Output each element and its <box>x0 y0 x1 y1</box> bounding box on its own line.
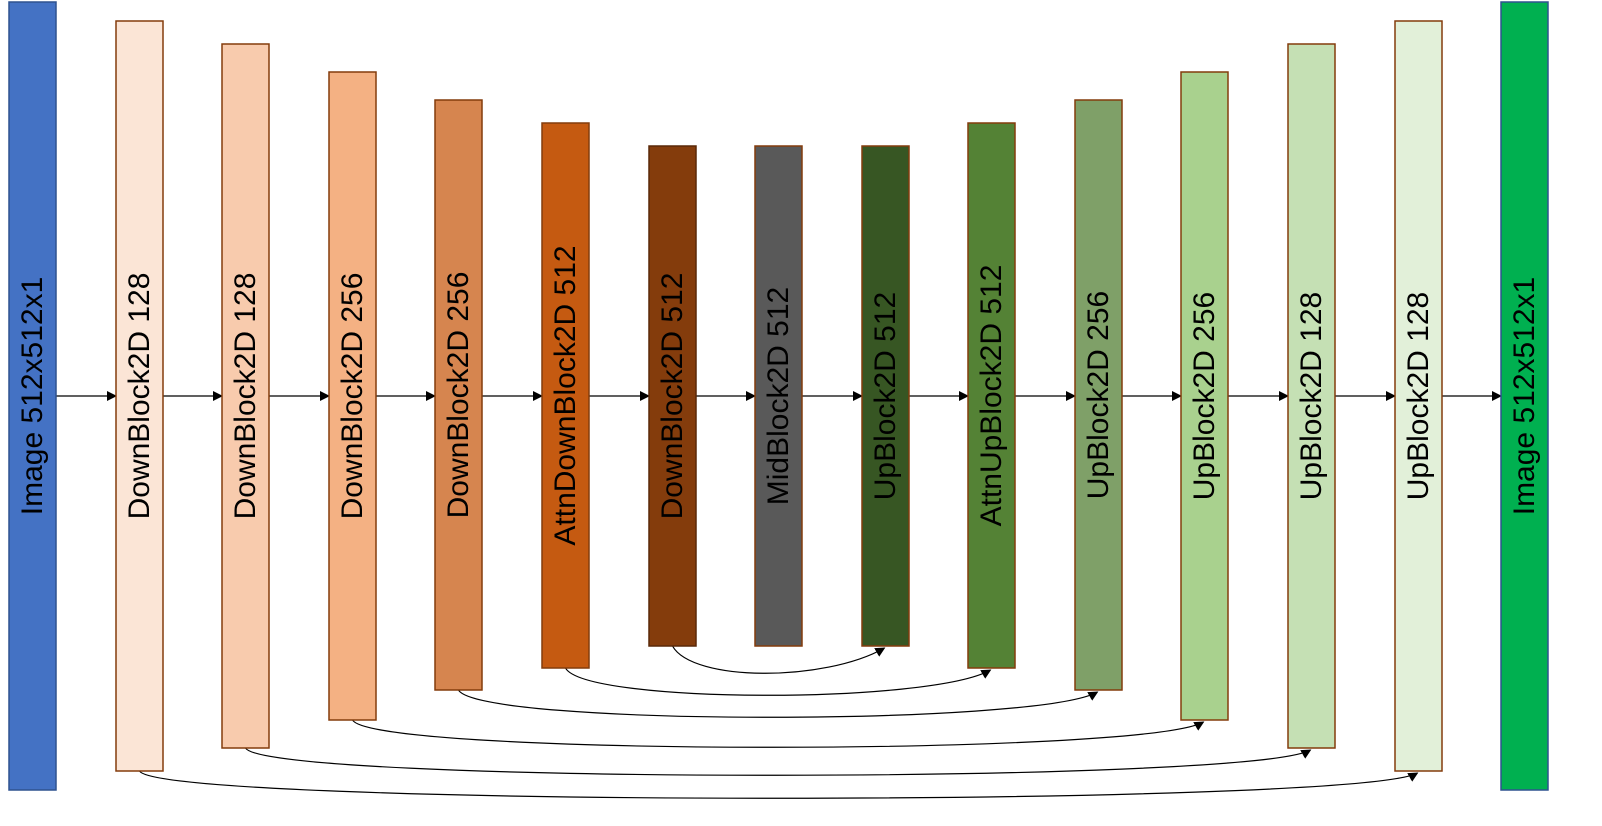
block-rect <box>754 145 803 647</box>
block-rect <box>861 145 910 647</box>
block-label: DownBlock2D 512 <box>656 273 689 520</box>
block-label: UpBlock2D 512 <box>869 292 902 500</box>
block-11-upblock2d-256: UpBlock2D 256 <box>1180 71 1229 721</box>
block-rect <box>221 43 270 749</box>
skip-connection-3-to-11 <box>351 719 1205 748</box>
block-9-attnupblock2d-512: AttnUpBlock2D 512 <box>967 122 1016 669</box>
block-rect <box>115 20 164 772</box>
block-12-upblock2d-128: UpBlock2D 128 <box>1287 43 1336 749</box>
block-label: DownBlock2D 256 <box>442 272 475 519</box>
block-rect <box>434 99 483 691</box>
block-label: UpBlock2D 256 <box>1082 291 1115 499</box>
skip-connections <box>138 645 1419 799</box>
block-label: UpBlock2D 128 <box>1402 292 1435 500</box>
blocks: Image 512x512x1 DownBlock2D 128 DownBlock2… <box>8 1 1549 791</box>
block-4-downblock2d-256: DownBlock2D 256 <box>434 99 483 691</box>
block-8-upblock2d-512: UpBlock2D 512 <box>861 145 910 647</box>
block-3-downblock2d-256: DownBlock2D 256 <box>328 71 377 721</box>
block-14-image-512x512x1: Image 512x512x1 <box>1500 1 1549 791</box>
block-6-downblock2d-512: DownBlock2D 512 <box>648 145 697 647</box>
block-5-attndownblock2d-512: AttnDownBlock2D 512 <box>541 122 590 669</box>
block-rect <box>967 122 1016 669</box>
block-label: AttnDownBlock2D 512 <box>549 245 582 545</box>
block-rect <box>328 71 377 721</box>
block-rect <box>1500 1 1549 791</box>
block-rect <box>1394 20 1443 772</box>
block-rect <box>541 122 590 669</box>
block-label: Image 512x512x1 <box>16 277 49 516</box>
block-label: DownBlock2D 256 <box>336 273 369 520</box>
skip-connection-4-to-10 <box>457 689 1099 718</box>
block-label: DownBlock2D 128 <box>123 273 156 520</box>
block-rect <box>8 1 57 791</box>
block-1-downblock2d-128: DownBlock2D 128 <box>115 20 164 772</box>
skip-connection-1-to-13 <box>138 770 1419 799</box>
block-10-upblock2d-256: UpBlock2D 256 <box>1074 99 1123 691</box>
block-7-midblock2d-512: MidBlock2D 512 <box>754 145 803 647</box>
block-label: MidBlock2D 512 <box>762 287 795 505</box>
skip-connection-2-to-12 <box>244 747 1312 776</box>
block-13-upblock2d-128: UpBlock2D 128 <box>1394 20 1443 772</box>
skip-connection-5-to-9 <box>564 667 992 696</box>
block-2-downblock2d-128: DownBlock2D 128 <box>221 43 270 749</box>
block-label: UpBlock2D 256 <box>1188 292 1221 500</box>
block-0-image-512x512x1: Image 512x512x1 <box>8 1 57 791</box>
block-label: AttnUpBlock2D 512 <box>975 265 1008 527</box>
block-label: UpBlock2D 128 <box>1295 292 1328 500</box>
block-label: Image 512x512x1 <box>1508 277 1541 516</box>
block-rect <box>1074 99 1123 691</box>
block-rect <box>1180 71 1229 721</box>
block-rect <box>648 145 697 647</box>
block-label: DownBlock2D 128 <box>229 273 262 520</box>
skip-connection-6-to-8 <box>671 645 886 674</box>
block-rect <box>1287 43 1336 749</box>
